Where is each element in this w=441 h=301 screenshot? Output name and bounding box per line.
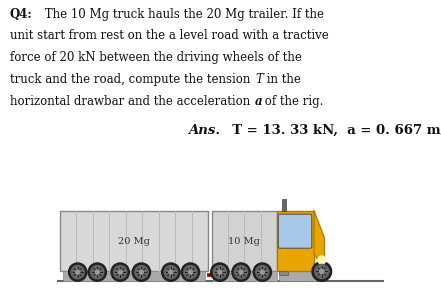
- Circle shape: [139, 270, 143, 274]
- Circle shape: [95, 270, 99, 274]
- Text: unit start from rest on the a level road with a tractive: unit start from rest on the a level road…: [10, 29, 329, 42]
- Circle shape: [232, 263, 250, 281]
- Circle shape: [320, 269, 324, 274]
- Circle shape: [118, 270, 122, 274]
- Text: horizontal drawbar and the acceleration: horizontal drawbar and the acceleration: [10, 95, 254, 108]
- Text: force of 20 kN between the driving wheels of the: force of 20 kN between the driving wheel…: [10, 51, 302, 64]
- Circle shape: [71, 265, 84, 279]
- Circle shape: [181, 263, 200, 281]
- Text: The 10 Mg truck hauls the 20 Mg trailer. If the: The 10 Mg truck hauls the 20 Mg trailer.…: [41, 8, 325, 20]
- Circle shape: [315, 264, 329, 278]
- Circle shape: [162, 263, 180, 281]
- Bar: [213, 272, 277, 281]
- Circle shape: [169, 270, 173, 274]
- Text: 10 Mg: 10 Mg: [228, 237, 260, 246]
- Circle shape: [235, 265, 248, 279]
- Circle shape: [253, 263, 272, 281]
- Text: T: T: [255, 73, 263, 86]
- Circle shape: [114, 265, 127, 279]
- Bar: [212, 211, 277, 272]
- Circle shape: [260, 270, 264, 274]
- Circle shape: [91, 265, 104, 279]
- Bar: [279, 272, 288, 275]
- Text: Ans.: Ans.: [188, 124, 220, 137]
- Circle shape: [68, 263, 87, 281]
- Bar: [282, 199, 286, 211]
- Circle shape: [88, 263, 106, 281]
- Text: Q4:: Q4:: [10, 8, 33, 20]
- Circle shape: [211, 263, 229, 281]
- Circle shape: [213, 265, 226, 279]
- Circle shape: [312, 262, 332, 281]
- Circle shape: [256, 265, 269, 279]
- Text: 20 Mg: 20 Mg: [118, 237, 150, 246]
- Bar: [60, 211, 209, 272]
- Text: T = 13. 33 kN,  a = 0. 667 m/s²: T = 13. 33 kN, a = 0. 667 m/s²: [223, 124, 441, 137]
- Text: of the rig.: of the rig.: [262, 95, 324, 108]
- Circle shape: [188, 270, 192, 274]
- Circle shape: [111, 263, 129, 281]
- Bar: [63, 272, 205, 281]
- Bar: [279, 272, 316, 281]
- Bar: [277, 211, 314, 272]
- Circle shape: [135, 265, 148, 279]
- Bar: [207, 273, 225, 277]
- Polygon shape: [314, 211, 325, 272]
- Text: in the: in the: [263, 73, 300, 86]
- Text: a: a: [255, 95, 263, 108]
- Circle shape: [318, 256, 326, 264]
- FancyBboxPatch shape: [278, 214, 312, 248]
- Circle shape: [239, 270, 243, 274]
- Circle shape: [164, 265, 177, 279]
- Circle shape: [218, 270, 222, 274]
- Text: truck and the road, compute the tension: truck and the road, compute the tension: [10, 73, 254, 86]
- Circle shape: [184, 265, 197, 279]
- Circle shape: [132, 263, 150, 281]
- Circle shape: [76, 270, 80, 274]
